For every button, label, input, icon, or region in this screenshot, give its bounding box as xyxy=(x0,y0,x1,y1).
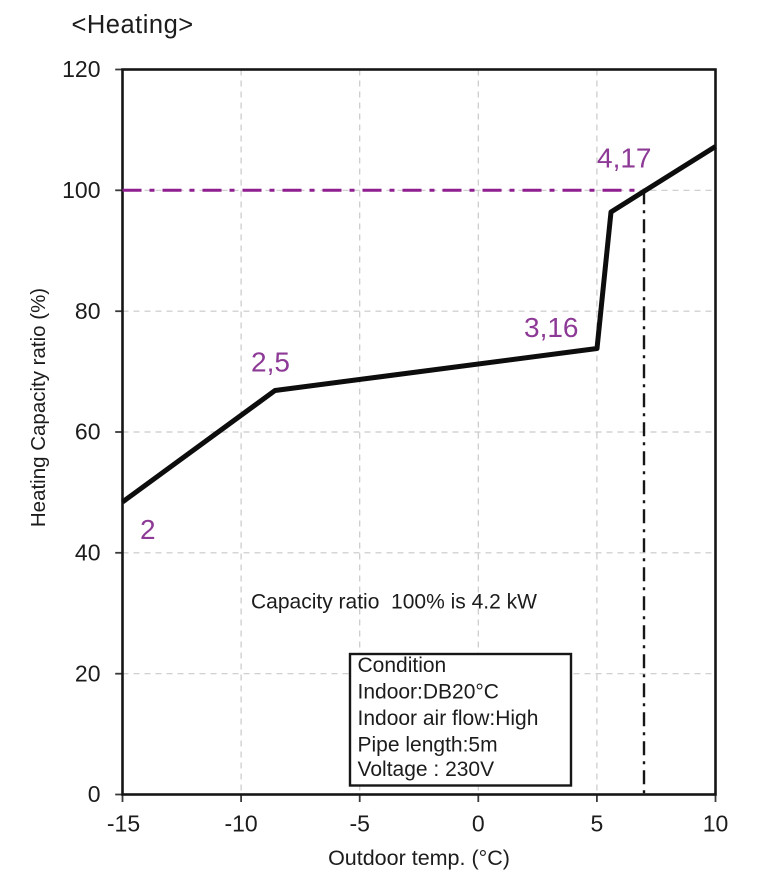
svg-text:-5: -5 xyxy=(349,811,369,837)
svg-text:Indoor air flow:High: Indoor air flow:High xyxy=(358,707,539,730)
svg-text:Heating Capacity ratio (%): Heating Capacity ratio (%) xyxy=(27,288,50,527)
svg-text:Condition: Condition xyxy=(358,654,447,677)
svg-text:Pipe length:5m: Pipe length:5m xyxy=(358,734,498,757)
svg-text:2: 2 xyxy=(140,514,156,545)
svg-text:0: 0 xyxy=(472,811,485,837)
svg-text:Indoor:DB20°C: Indoor:DB20°C xyxy=(358,681,499,704)
svg-text:0: 0 xyxy=(88,781,101,807)
svg-text:4,17: 4,17 xyxy=(597,143,652,174)
svg-text:40: 40 xyxy=(75,539,101,565)
svg-text:Capacity ratio 100% is 4.2 kW: Capacity ratio 100% is 4.2 kW xyxy=(251,591,537,614)
svg-text:10: 10 xyxy=(703,811,729,837)
svg-text:5: 5 xyxy=(591,811,604,837)
svg-text:Voltage : 230V: Voltage : 230V xyxy=(358,758,495,781)
svg-text:120: 120 xyxy=(62,56,100,82)
svg-text:2,5: 2,5 xyxy=(251,347,290,378)
svg-text:60: 60 xyxy=(75,419,101,445)
svg-text:-10: -10 xyxy=(224,811,257,837)
svg-text:-15: -15 xyxy=(107,811,140,837)
svg-text:100: 100 xyxy=(62,177,100,203)
svg-text:20: 20 xyxy=(75,660,101,686)
svg-text:<Heating>: <Heating> xyxy=(72,11,194,39)
svg-text:80: 80 xyxy=(75,298,101,324)
svg-text:Outdoor temp. (°C): Outdoor temp. (°C) xyxy=(328,846,510,870)
svg-text:3,16: 3,16 xyxy=(524,312,579,343)
